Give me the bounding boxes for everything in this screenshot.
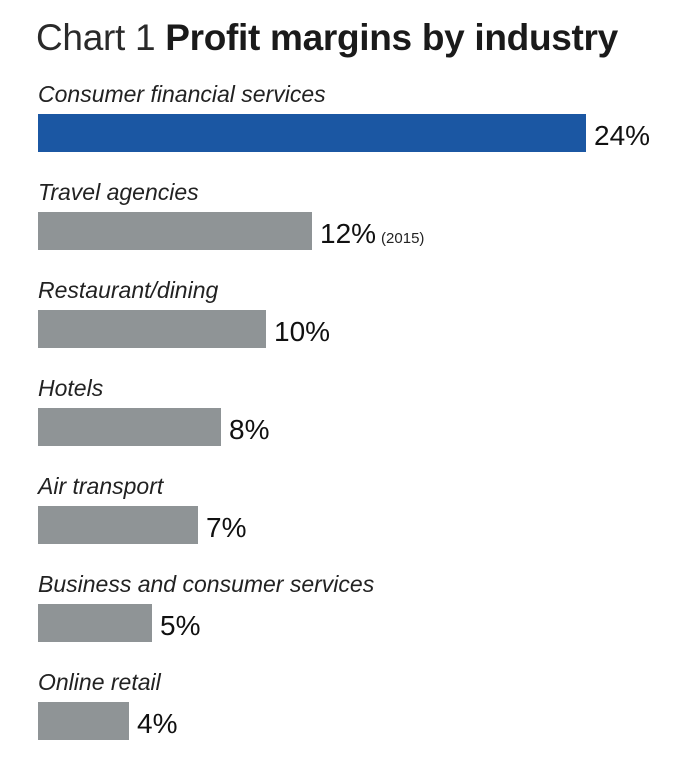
bar [38,408,221,446]
chart-title: Chart 1 Profit margins by industry [36,16,618,60]
category-label: Business and consumer services [38,571,375,597]
value-label: 8% [229,414,269,445]
bar [38,604,152,642]
category-label: Consumer financial services [38,81,326,107]
category-label: Online retail [38,669,162,695]
category-label: Restaurant/dining [38,277,218,303]
bar [38,702,129,740]
chart-title-prefix: Chart 1 [36,17,156,58]
value-label: 7% [206,512,246,543]
bar [38,506,198,544]
bar [38,310,266,348]
category-label: Air transport [36,473,165,499]
bar [38,212,312,250]
value-label: 5% [160,610,200,641]
bar [38,114,586,152]
chart-title-main: Profit margins by industry [165,17,618,58]
value-note: (2015) [381,230,424,247]
value-label: 12% [320,218,376,249]
value-label: 24% [594,120,650,151]
category-label: Travel agencies [38,179,199,205]
value-label: 4% [137,708,177,739]
value-label: 10% [274,316,330,347]
category-label: Hotels [38,375,104,401]
